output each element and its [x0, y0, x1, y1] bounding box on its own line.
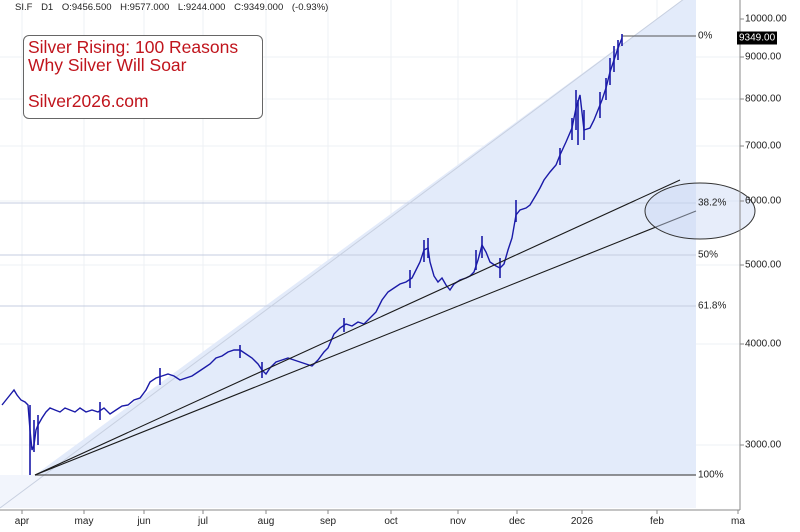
fib-label-61: 61.8% [698, 300, 727, 312]
promo-box: Silver Rising: 100 Reasons Why Silver Wi… [23, 35, 263, 119]
x-tick-label: aug [257, 516, 275, 527]
y-tick-label: 8000.00 [745, 93, 782, 105]
y-tick-label: 7000.00 [745, 140, 782, 152]
x-tick-label: apr [14, 516, 30, 527]
low-value: L:9244.000 [177, 2, 226, 13]
x-tick-label: feb [650, 516, 664, 527]
confluence-ellipse [644, 182, 756, 240]
x-tick-label: may [74, 516, 94, 527]
x-tick-label: nov [449, 516, 467, 527]
x-tick-label: dec [508, 516, 526, 527]
open-value: O:9456.500 [61, 2, 112, 13]
fib-fill [0, 0, 696, 509]
fib-label-100: 100% [698, 469, 724, 481]
trendline-lower [34, 210, 697, 476]
y-tick-label: 5000.00 [745, 259, 782, 271]
fib-label-0: 0% [698, 30, 713, 42]
trendline-upper [34, 179, 681, 476]
ohlc-bars [1, 34, 623, 475]
x-tick-label: 2026 [570, 516, 594, 527]
x-tick-label: jun [137, 516, 151, 527]
x-tick-label: sep [319, 516, 337, 527]
change-value: (-0.93%) [291, 2, 329, 13]
y-tick-label: 10000.00 [745, 13, 787, 25]
timeframe: D1 [41, 2, 54, 13]
close-value: C:9349.000 [234, 2, 284, 13]
promo-line-1: Silver Rising: 100 Reasons [28, 37, 239, 57]
y-tick-label: 9000.00 [745, 51, 782, 63]
axes [0, 0, 744, 514]
y-tick-label: 6000.00 [745, 195, 782, 207]
symbol: SI.F [15, 2, 33, 13]
fib-label-50: 50% [698, 249, 719, 261]
x-tick-label: ma [731, 516, 745, 527]
promo-line-2: Why Silver Will Soar [28, 55, 187, 75]
fib-label-38: 38.2% [698, 197, 727, 209]
high-value: H:9577.000 [120, 2, 170, 13]
x-tick-label: jul [197, 516, 209, 527]
last-price-label: 9349.00 [737, 31, 778, 45]
ohlc-header: SI.F D1 O:9456.500 H:9577.000 L:9244.000… [15, 2, 334, 13]
fib-levels [0, 35, 696, 476]
y-tick-label: 3000.00 [745, 439, 782, 451]
promo-url[interactable]: Silver2026.com [28, 91, 149, 111]
x-tick-label: oct [384, 516, 398, 527]
trendlines [34, 179, 697, 476]
y-tick-label: 4000.00 [745, 338, 782, 350]
